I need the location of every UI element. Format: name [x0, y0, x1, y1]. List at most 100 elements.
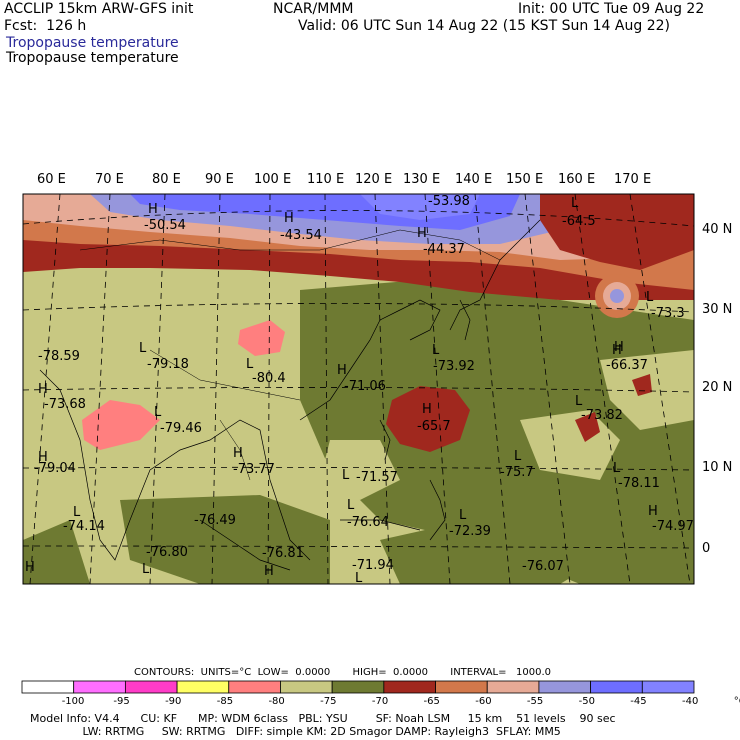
longitude-label: 130 E: [403, 172, 441, 187]
longitude-label: 110 E: [307, 172, 345, 187]
latitude-label: 20 N: [702, 380, 733, 395]
extremum-value: -79.04: [34, 461, 76, 476]
extremum-marker: H: [25, 560, 35, 575]
extremum-value: -76.07: [522, 559, 564, 574]
contour-info: CONTOURS: UNITS=°C LOW= 0.0000 HIGH= 0.0…: [134, 667, 552, 678]
field-title-contour: Tropopause temperature: [6, 50, 179, 66]
extremum-marker: L: [459, 508, 467, 523]
extremum-marker: H: [38, 382, 48, 397]
colorbar-label: -45: [630, 696, 647, 707]
longitude-label: 100 E: [254, 172, 292, 187]
shaded-field: [23, 194, 694, 584]
colorbar-label: -70: [371, 696, 389, 707]
coastlines: [39, 219, 541, 571]
extremum-marker: H: [284, 211, 294, 226]
extremum-value: -73.77: [233, 462, 275, 477]
colorbar-label: -60: [475, 696, 492, 707]
forecast-hour: Fcst: 126 h: [4, 18, 87, 34]
extremum-marker: L: [154, 405, 162, 420]
latitude-label: 40 N: [702, 222, 733, 237]
extremum-value: -65.7: [417, 419, 451, 434]
extremum-value: -64.5: [562, 214, 596, 229]
extremum-marker: H: [612, 343, 622, 358]
field-title-shaded: Tropopause temperature: [6, 35, 179, 51]
extremum-marker: L: [432, 343, 440, 358]
extremum-value: -78.59: [38, 349, 80, 364]
longitude-label: 60 E: [37, 172, 66, 187]
extremum-value: -79.18: [147, 357, 189, 372]
extremum-marker: H: [422, 402, 432, 417]
colorbar-label: °C: [733, 696, 740, 707]
longitude-label: 120 E: [355, 172, 393, 187]
extremum-value: -66.37: [606, 358, 648, 373]
extremum-marker: L: [139, 341, 147, 356]
physics-info: LW: RRTMG SW: RRTMG DIFF: simple KM: 2D …: [30, 725, 561, 738]
graticule: [23, 194, 694, 584]
extremum-value: -76.64: [347, 515, 389, 530]
latitude-label: 10 N: [702, 460, 733, 475]
extremum-marker: H: [417, 226, 427, 241]
colorbar-label: -55: [526, 696, 544, 707]
extremum-marker: L: [646, 290, 654, 305]
country-borders: [79, 229, 501, 481]
extremum-value: -79.46: [160, 421, 202, 436]
latitude-label: 0: [702, 541, 711, 556]
extremum-value: -74.97: [652, 519, 694, 534]
colorbar-label: -75: [320, 696, 337, 707]
extremum-marker: H: [38, 450, 48, 465]
extremum-value: -80.4: [252, 371, 286, 386]
colorbar-label: -85: [216, 696, 234, 707]
extremum-value: -73.68: [44, 397, 86, 412]
organization: NCAR/MMM: [273, 1, 354, 17]
extremum-marker: L: [575, 394, 583, 409]
extremum-value: -76.81: [262, 546, 304, 561]
extremum-value: -43.54: [280, 228, 322, 243]
extremum-value: -73.82: [581, 408, 623, 423]
longitude-label: 170 E: [614, 172, 652, 187]
extremum-marker: H: [614, 340, 624, 355]
extremum-value: -76.49: [194, 513, 236, 528]
model-info: Model Info: V4.4 CU: KF MP: WDM 6class P…: [30, 712, 616, 725]
extremum-marker: L: [355, 571, 363, 586]
extremum-marker: L: [73, 505, 81, 520]
extremum-marker: H: [148, 202, 158, 217]
extremum-marker: L: [514, 449, 522, 464]
longitude-label: 90 E: [205, 172, 234, 187]
colorbar-label: -80: [268, 696, 285, 707]
extremum-value: -75.7: [500, 465, 534, 480]
colorbar-label: -95: [113, 696, 130, 707]
extremum-value: -74.14: [63, 519, 105, 534]
longitude-label: 140 E: [455, 172, 493, 187]
extremum-marker: L: [571, 196, 579, 211]
plot-title: ACCLIP 15km ARW-GFS init: [4, 1, 194, 17]
extremum-value: -53.98: [428, 194, 470, 209]
extremum-marker: H: [648, 504, 658, 519]
extremum-value: -76.80: [146, 545, 188, 560]
extremum-marker: L: [142, 562, 150, 577]
extremum-marker: L: [347, 498, 355, 513]
extremum-marker: H: [233, 446, 243, 461]
colorbar-label: -65: [423, 696, 440, 707]
extremum-marker: L: [342, 468, 350, 483]
extremum-value: -71.06: [344, 379, 386, 394]
extremum-value: -71.57: [356, 470, 398, 485]
valid-time: Valid: 06 UTC Sun 14 Aug 22 (15 KST Sun …: [298, 18, 670, 34]
extremum-value: -72.39: [449, 524, 491, 539]
longitude-label: 70 E: [95, 172, 124, 187]
latitude-label: 30 N: [702, 302, 733, 317]
map-frame: [22, 193, 695, 585]
extremum-marker: H: [337, 363, 347, 378]
init-time: Init: 00 UTC Tue 09 Aug 22: [518, 1, 705, 17]
extremum-value: -71.94: [352, 558, 394, 573]
extremum-marker: L: [246, 357, 254, 372]
colorbar-label: -40: [682, 696, 699, 707]
extremum-value: -73.92: [433, 359, 475, 374]
extremum-value: -73.3: [651, 306, 685, 321]
colorbar-label: -100: [61, 696, 85, 707]
longitude-label: 80 E: [152, 172, 181, 187]
extremum-value: -44.37: [423, 242, 465, 257]
colorbar-label: -90: [165, 696, 182, 707]
extremum-value: -78.11: [618, 476, 660, 491]
extremum-marker: H: [264, 564, 274, 579]
